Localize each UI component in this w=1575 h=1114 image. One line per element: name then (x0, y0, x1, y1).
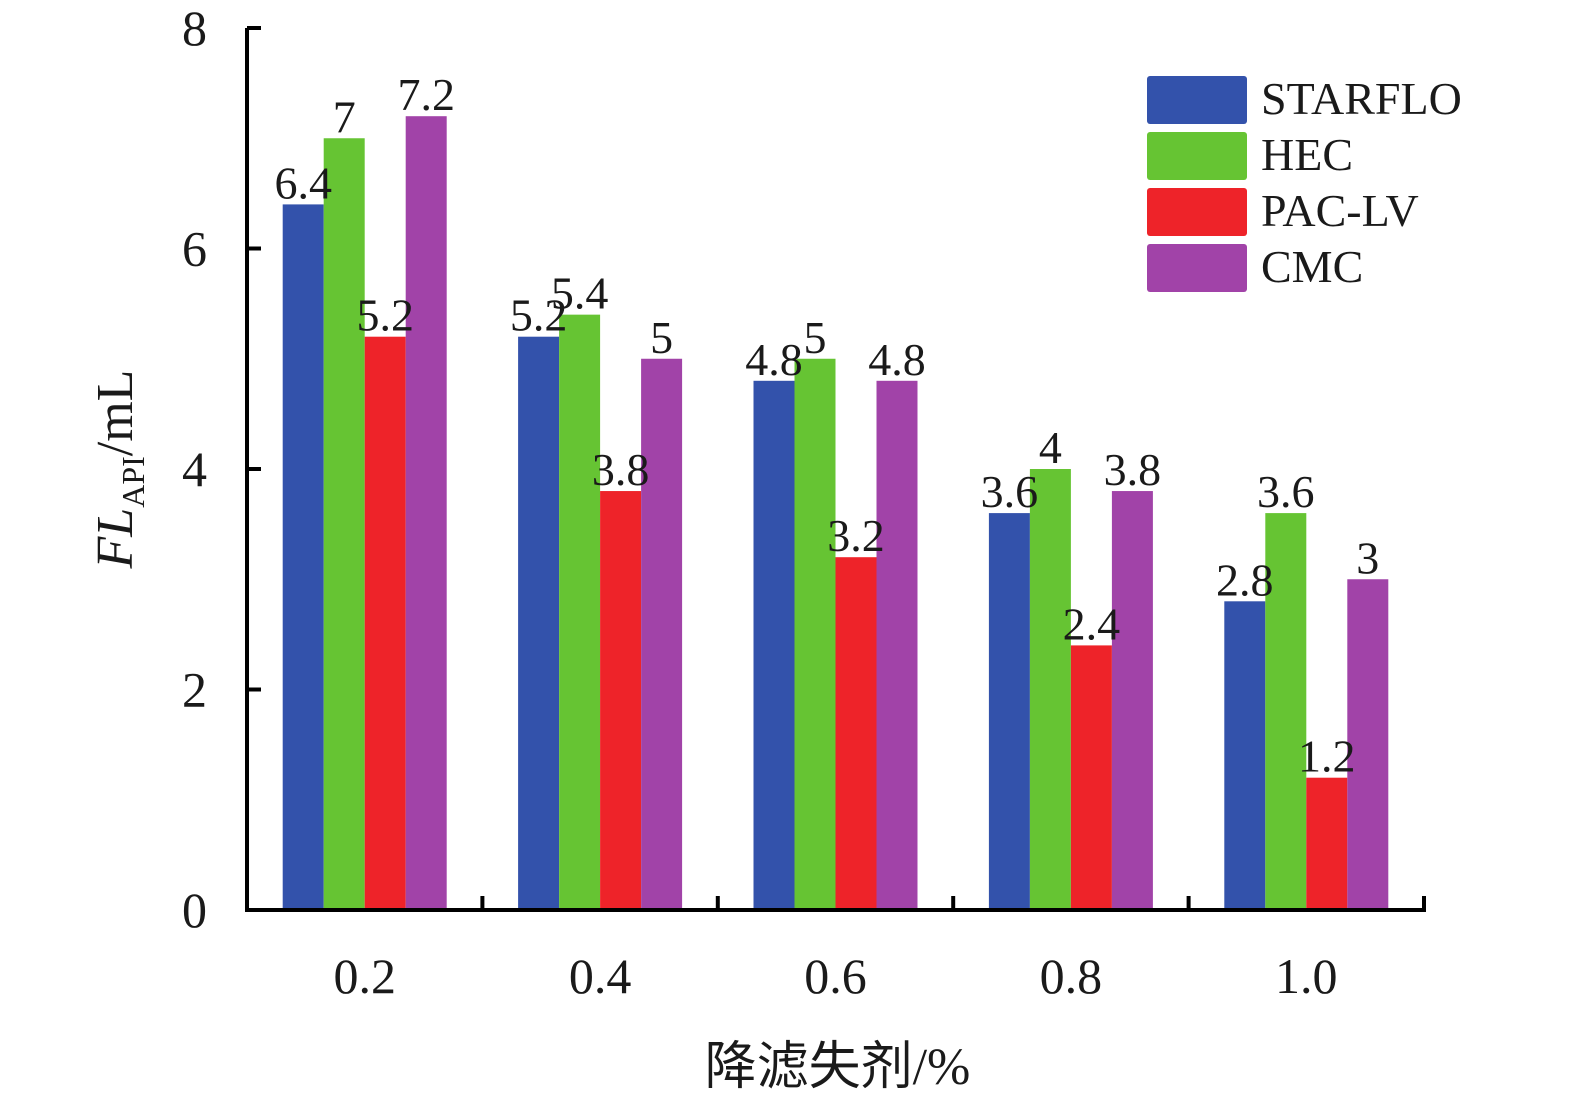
data-label-starflo-1.0: 2.8 (1216, 554, 1274, 605)
x-tick-label-0.2: 0.2 (333, 948, 396, 1004)
bar-cmc-0.2 (405, 116, 447, 910)
legend-swatch-hec (1147, 132, 1247, 180)
x-tick-label-0.4: 0.4 (569, 948, 632, 1004)
bar-hec-0.2 (323, 138, 365, 910)
legend-swatch-cmc (1147, 244, 1247, 292)
bar-pac-lv-0.4 (600, 491, 642, 910)
axes-layer: 0 2 4 6 8 0.2 0.4 0.6 0.8 1.0 (182, 0, 1426, 1004)
data-label-pac-lv-1.0: 1.2 (1298, 731, 1356, 782)
data-label-cmc-1.0: 3 (1356, 532, 1379, 583)
bar-pac-lv-0.2 (364, 336, 406, 910)
legend-label-pac-lv: PAC-LV (1261, 185, 1419, 236)
bar-starflo-0.8 (988, 513, 1030, 910)
data-label-starflo-0.4: 5.2 (510, 290, 568, 341)
legend-label-cmc: CMC (1261, 241, 1363, 292)
y-axis-title: FLAPI/mL (87, 370, 151, 570)
bar-pac-lv-0.6 (835, 557, 877, 910)
data-label-cmc-0.2: 7.2 (397, 69, 455, 120)
data-label-hec-0.6: 5 (804, 312, 827, 363)
data-labels-layer: 6.475.27.25.25.43.85 4.8 53.24.83.642.43.8… (274, 69, 1379, 782)
data-label-cmc-0.6: 4.8 (868, 334, 926, 385)
x-axis-title: 降滤失剂/% (705, 1039, 971, 1096)
bar-cmc-0.8 (1111, 491, 1153, 910)
bar-starflo-1.0 (1224, 601, 1266, 910)
data-label-pac-lv-0.8: 2.4 (1063, 598, 1121, 649)
data-label-cmc-0.8: 3.8 (1104, 444, 1162, 495)
data-label-starflo-0.2: 6.4 (274, 157, 332, 208)
data-label-hec-0.8: 4 (1039, 422, 1062, 473)
bar-cmc-1.0 (1347, 579, 1389, 910)
bar-hec-0.4 (559, 314, 601, 910)
y-axis-title-subscript: API (115, 456, 151, 508)
y-axis-title-unit: /mL (87, 370, 144, 457)
data-label-hec-1.0: 3.6 (1257, 466, 1315, 517)
y-tick-label-2: 2 (182, 662, 207, 718)
data-label-hec-0.4: 5.4 (551, 268, 609, 319)
y-tick-label-4: 4 (182, 441, 207, 497)
data-label-pac-lv-0.4: 3.8 (592, 444, 650, 495)
data-label-pac-lv-0.6: 3.2 (827, 510, 885, 561)
data-label-starflo-0.6: 4.8 (745, 334, 803, 385)
x-tick-label-1.0: 1.0 (1275, 948, 1338, 1004)
bar-hec-1.0 (1265, 513, 1307, 910)
bar-pac-lv-1.0 (1306, 777, 1348, 910)
legend-label-hec: HEC (1261, 129, 1353, 180)
data-label-cmc-0.4: 5 (650, 312, 673, 363)
bar-starflo-0.4 (518, 336, 560, 910)
legend-label-starflo: STARFLO (1261, 73, 1462, 124)
y-tick-label-8: 8 (182, 0, 207, 56)
bar-hec-0.8 (1029, 469, 1071, 910)
y-tick-label-6: 6 (182, 221, 207, 277)
bar-cmc-0.4 (641, 358, 683, 910)
y-axis-title-main: FL (87, 508, 144, 570)
bar-starflo-0.6 (753, 380, 795, 910)
data-label-starflo-0.8: 3.6 (981, 466, 1039, 517)
bar-cmc-0.6 (876, 380, 918, 910)
bar-starflo-0.2 (282, 204, 324, 910)
legend-swatch-starflo (1147, 76, 1247, 124)
bars-layer (282, 116, 1389, 910)
y-tick-label-0: 0 (182, 882, 207, 938)
legend-swatch-pac-lv (1147, 188, 1247, 236)
data-label-hec-0.2: 7 (333, 91, 356, 142)
bar-hec-0.6 (794, 358, 836, 910)
x-tick-label-0.6: 0.6 (804, 948, 867, 1004)
data-label-pac-lv-0.2: 5.2 (356, 290, 414, 341)
bar-pac-lv-0.8 (1070, 645, 1112, 910)
x-tick-label-0.8: 0.8 (1040, 948, 1103, 1004)
